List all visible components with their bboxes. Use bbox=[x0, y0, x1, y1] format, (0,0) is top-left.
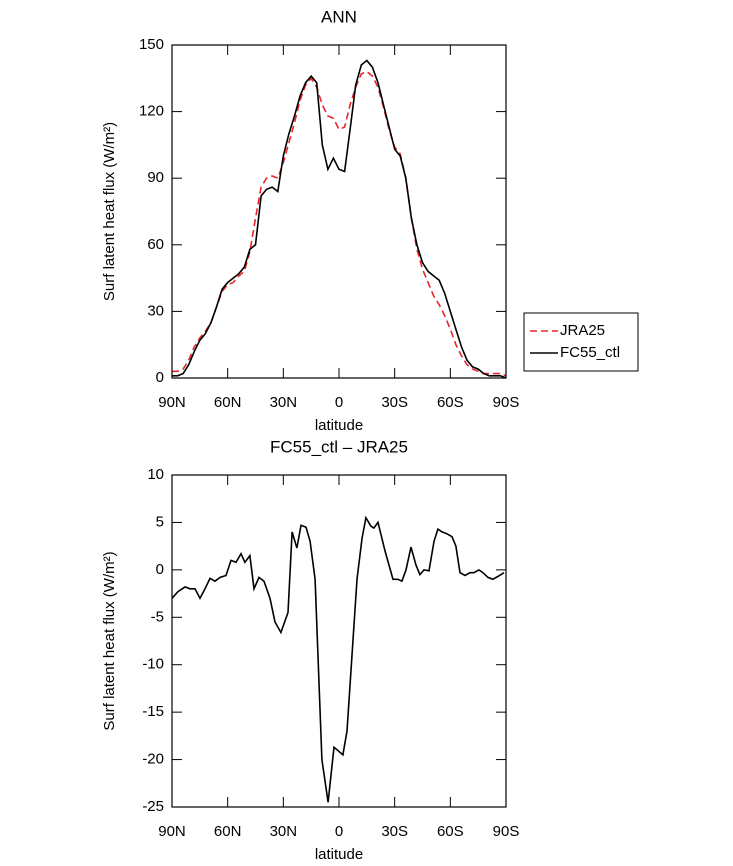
x-axis-label: latitude bbox=[315, 846, 363, 863]
y-tick-label: 0 bbox=[156, 369, 164, 386]
x-tick-label: 30N bbox=[270, 823, 298, 840]
y-tick-label: 0 bbox=[156, 561, 164, 578]
x-tick-label: 90S bbox=[493, 823, 520, 840]
y-tick-label: 60 bbox=[147, 236, 164, 253]
panel-title: FC55_ctl – JRA25 bbox=[270, 437, 408, 456]
plot-frame bbox=[171, 44, 507, 379]
legend-box bbox=[523, 312, 639, 372]
y-tick-label: 150 bbox=[139, 36, 164, 53]
legend-label: JRA25 bbox=[560, 322, 605, 339]
x-tick-label: 30N bbox=[270, 394, 298, 411]
x-tick-label: 0 bbox=[335, 394, 343, 411]
y-axis-label: Surf latent heat flux (W/m²) bbox=[101, 122, 118, 301]
x-tick-label: 60N bbox=[214, 823, 242, 840]
x-axis-label: latitude bbox=[315, 417, 363, 434]
y-tick-label: 30 bbox=[147, 302, 164, 319]
x-tick-label: 60S bbox=[437, 394, 464, 411]
panel-title: ANN bbox=[321, 7, 357, 26]
y-tick-label: 120 bbox=[139, 103, 164, 120]
x-tick-label: 0 bbox=[335, 823, 343, 840]
x-tick-label: 60S bbox=[437, 823, 464, 840]
plot-frame bbox=[171, 474, 507, 808]
x-tick-label: 30S bbox=[381, 394, 408, 411]
x-tick-label: 90N bbox=[158, 394, 186, 411]
data-line bbox=[172, 59, 507, 379]
y-tick-label: -20 bbox=[142, 751, 164, 768]
legend-label: FC55_ctl bbox=[560, 344, 620, 361]
y-tick-label: -10 bbox=[142, 656, 164, 673]
y-tick-label: 10 bbox=[147, 466, 164, 483]
x-tick-label: 90S bbox=[493, 394, 520, 411]
y-tick-label: 5 bbox=[156, 513, 164, 530]
x-tick-label: 30S bbox=[381, 823, 408, 840]
y-tick-label: 90 bbox=[147, 169, 164, 186]
y-tick-label: -5 bbox=[151, 608, 164, 625]
x-tick-label: 90N bbox=[158, 823, 186, 840]
y-axis-label: Surf latent heat flux (W/m²) bbox=[101, 551, 118, 730]
y-tick-label: -25 bbox=[142, 798, 164, 815]
y-tick-label: -15 bbox=[142, 703, 164, 720]
x-tick-label: 60N bbox=[214, 394, 242, 411]
data-line bbox=[171, 515, 505, 803]
